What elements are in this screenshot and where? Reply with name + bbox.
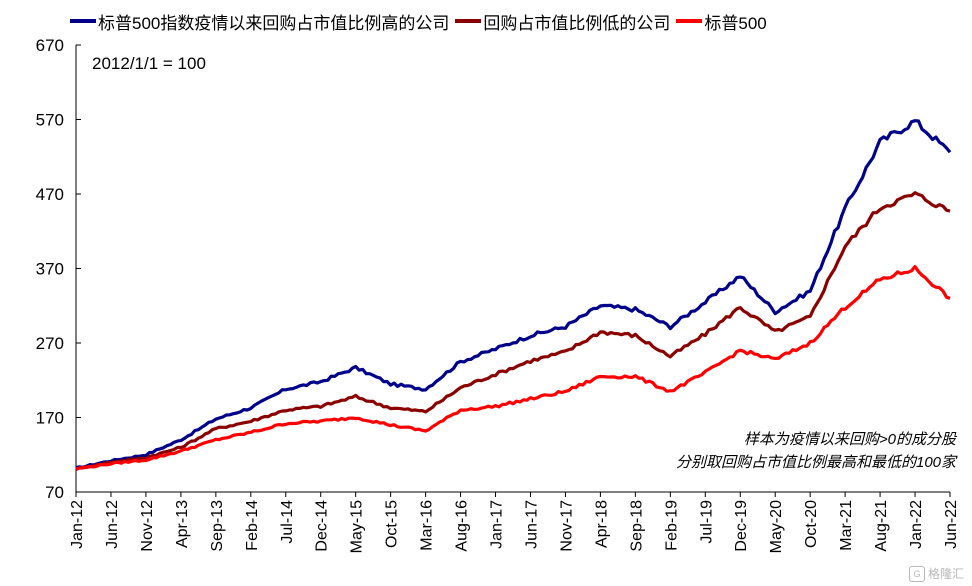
y-tick-label: 370 — [36, 260, 64, 279]
legend-swatch-sp500 — [676, 19, 703, 23]
x-tick-label: Jan-22 — [908, 500, 925, 549]
series-line-1 — [75, 191, 951, 471]
x-tick-label: Aug-16 — [454, 500, 471, 552]
legend-label-low-buyback: 回购占市值比例低的公司 — [483, 13, 671, 33]
watermark: G 格隆汇 — [908, 565, 964, 582]
base-note: 2012/1/1 = 100 — [92, 54, 206, 73]
y-tick-label: 170 — [36, 409, 64, 428]
y-tick-label: 670 — [36, 36, 64, 55]
x-tick-label: Feb-14 — [244, 500, 261, 551]
x-tick-label: Jun-22 — [943, 500, 960, 549]
x-tick-label: Apr-18 — [593, 500, 610, 548]
series-line-0 — [75, 119, 952, 470]
y-tick-label: 570 — [36, 111, 64, 130]
x-tick-label: May-15 — [349, 500, 366, 553]
x-tick-label: Jun-17 — [523, 500, 540, 549]
x-tick-label: Mar-21 — [838, 500, 855, 551]
x-tick-label: Nov-12 — [139, 500, 156, 552]
legend-item-low-buyback: 回购占市值比例低的公司 — [455, 9, 670, 34]
x-tick-label: Feb-19 — [663, 500, 680, 551]
x-tick-label: Dec-14 — [314, 500, 331, 552]
legend-label-sp500: 标普500 — [704, 13, 767, 33]
sample-note-line-2: 分别取回购占市值比例最高和最低的100家 — [675, 454, 956, 471]
y-tick-label: 270 — [36, 334, 64, 353]
x-tick-label: May-20 — [768, 500, 785, 553]
x-tick-label: Nov-17 — [558, 500, 575, 552]
watermark-logo-icon: G — [908, 565, 925, 582]
legend-item-sp500: 标普500 — [676, 9, 767, 34]
legend-item-high-buyback: 标普500指数疫情以来回购占市值比例高的公司 — [70, 9, 449, 34]
x-tick-label: Jan-12 — [69, 500, 86, 549]
legend-swatch-high-buyback — [70, 19, 96, 23]
x-tick-label: Dec-19 — [733, 500, 750, 552]
x-tick-label: Sep-18 — [628, 500, 645, 552]
y-tick-label: 70 — [45, 483, 64, 502]
x-tick-label: Sep-13 — [209, 500, 226, 552]
x-tick-label: Jul-14 — [279, 500, 296, 544]
sample-note-line-1: 样本为疫情以来回购>0的成分股 — [743, 431, 956, 448]
x-tick-label: Jul-19 — [698, 500, 715, 544]
x-tick-label: Oct-15 — [384, 500, 401, 548]
axes: 70 170 270 370 470 570 670 Jan-12 Jun-12 Nov-12 Ap… — [36, 36, 960, 553]
series-line-2 — [75, 265, 951, 471]
legend-swatch-low-buyback — [455, 19, 482, 23]
x-tick-label: Aug-21 — [873, 500, 890, 552]
x-tick-label: Jun-12 — [104, 500, 121, 549]
watermark-text: 格隆汇 — [927, 567, 964, 581]
legend-label-high-buyback: 标普500指数疫情以来回购占市值比例高的公司 — [98, 13, 450, 33]
x-tick-label: Oct-20 — [803, 500, 820, 548]
series-lines — [75, 119, 952, 471]
legend: 标普500指数疫情以来回购占市值比例高的公司 回购占市值比例低的公司 标普500 — [70, 8, 773, 34]
x-tick-label: Jan-17 — [489, 500, 506, 549]
sample-note: 样本为疫情以来回购>0的成分股 分别取回购占市值比例最高和最低的100家 — [676, 428, 956, 474]
x-tick-label: Apr-13 — [174, 500, 191, 548]
y-tick-label: 470 — [36, 185, 64, 204]
x-tick-label: Mar-16 — [419, 500, 436, 551]
